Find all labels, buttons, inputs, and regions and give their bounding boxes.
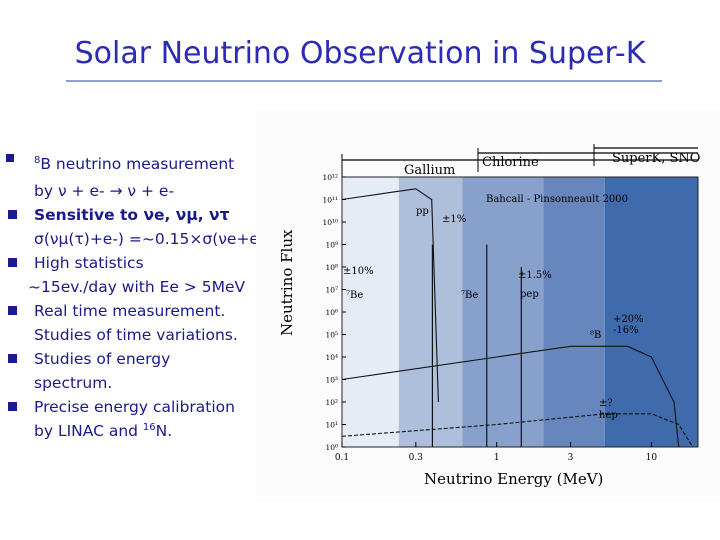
- x-tick-label: 0.1: [335, 453, 349, 463]
- label-pp: pp: [416, 206, 429, 217]
- title-underline: [66, 80, 662, 82]
- superscript-16: 16: [142, 422, 156, 433]
- energy-band-3: [462, 177, 544, 447]
- bullet-list: 8B neutrino measurement by ν + e- → ν + …: [6, 152, 278, 446]
- y-tick-label: 10⁸: [325, 263, 338, 272]
- bullet-5-cont: spectrum.: [8, 371, 278, 395]
- y-tick-label: 10²: [325, 398, 338, 407]
- bullet-marker: [8, 258, 17, 267]
- bullet-6-text: Precise energy calibration: [34, 398, 235, 416]
- bullet-marker: [8, 306, 17, 315]
- y-tick-label: 10¹: [325, 421, 338, 430]
- bullet-marker: [6, 154, 14, 162]
- x-tick-label: 1: [494, 453, 500, 463]
- bullet-3-cont: ~15ev./day with Ee > 5MeV: [8, 275, 278, 299]
- axis-ticks: 0.1 0.3 1 3 10 10⁰ 10¹ 10² 10³ 10⁴ 10⁵ 10⁶ 10⁷ 10⁸ 10⁹…: [322, 173, 657, 463]
- y-tick-label: 10⁶: [325, 308, 338, 317]
- bullet-3-text: High statistics: [34, 254, 144, 272]
- bullet-3: High statistics: [8, 251, 278, 275]
- bullet-1-line2: by ν + e- → ν + e-: [34, 182, 175, 200]
- energy-band-5: [604, 177, 698, 447]
- bullet-6-cont: by LINAC and 16N.: [8, 419, 278, 446]
- y-tick-label: 10¹²: [322, 173, 338, 182]
- bullet-1-cont: by ν + e- → ν + e-: [8, 179, 278, 203]
- y-axis-title: Neutrino Flux: [278, 229, 296, 336]
- bullet-2: Sensitive to νe, νμ, ντ: [8, 203, 278, 227]
- bullet-marker: [8, 402, 17, 411]
- energy-band-2: [398, 177, 463, 447]
- bullet-2-line2: σ(νμ(τ)+e-) =~0.15×σ(νe+e-): [34, 230, 271, 248]
- label-b8-error-minus: -16%: [613, 325, 639, 336]
- spectrum-curves: [341, 188, 694, 448]
- y-tick-label: 10⁷: [325, 286, 338, 295]
- energy-band-1: [342, 177, 399, 447]
- superscript-8: 8: [34, 155, 41, 166]
- bullet-4-cont: Studies of time variations.: [8, 323, 278, 347]
- y-tick-label: 10⁴: [325, 353, 338, 362]
- gallium-label: Gallium: [404, 163, 455, 178]
- bullet-marker: [8, 354, 17, 363]
- bullet-5-text: Studies of energy: [34, 350, 171, 368]
- y-tick-label: 10¹¹: [322, 196, 338, 205]
- threshold-bands: [342, 177, 698, 447]
- slide-title: Solar Neutrino Observation in Super-K: [74, 36, 646, 71]
- label-be7-left: ⁷Be: [346, 290, 363, 301]
- y-tick-label: 10¹⁰: [322, 218, 338, 227]
- curve-8b: [341, 345, 680, 448]
- label-pep: pep: [520, 289, 539, 300]
- x-axis-title: Neutrino Energy (MeV): [424, 470, 603, 488]
- label-hep: hep: [599, 410, 618, 421]
- bullet-5-line2: spectrum.: [34, 374, 113, 392]
- label-pp-error: ±1%: [442, 214, 466, 225]
- bullet-4-text: Real time measurement.: [34, 302, 226, 320]
- model-label: Bahcall - Pinsonneault 2000: [486, 194, 628, 205]
- curve-pp: [341, 188, 439, 403]
- bullet-6-line2-pre: by LINAC and: [34, 422, 143, 440]
- y-tick-label: 10³: [325, 376, 338, 385]
- x-tick-label: 3: [568, 453, 574, 463]
- bullet-2-text: Sensitive to νe, νμ, ντ: [34, 206, 230, 224]
- bullet-6-line2-post: N.: [155, 422, 173, 440]
- superk-sno-label: SuperK, SNO: [612, 151, 700, 166]
- label-be7-error: ±10%: [343, 266, 374, 277]
- bullet-5: Studies of energy: [8, 347, 278, 371]
- x-tick-label: 0.3: [409, 453, 424, 463]
- label-b8-error-plus: +20%: [613, 314, 644, 325]
- x-tick-label: 10: [646, 453, 658, 463]
- chlorine-label: Chlorine: [482, 155, 539, 170]
- bullet-6: Precise energy calibration: [8, 395, 278, 419]
- y-tick-label: 10⁹: [325, 241, 338, 250]
- y-tick-label: 10⁰: [325, 443, 338, 452]
- label-be7-right: ⁷Be: [461, 290, 478, 301]
- bullet-2-cont: σ(νμ(τ)+e-) =~0.15×σ(νe+e-): [8, 227, 278, 251]
- y-tick-label: 10⁵: [325, 331, 338, 340]
- bullet-marker: [8, 210, 17, 219]
- curve-hep: [341, 413, 694, 448]
- solar-neutrino-spectrum-figure: 0.1 0.3 1 3 10 10⁰ 10¹ 10² 10³ 10⁴ 10⁵ 10⁶ 10⁷ 10⁸ 10⁹…: [256, 110, 720, 502]
- bullet-3-line2: ~15ev./day with Ee > 5MeV: [28, 278, 246, 296]
- bullet-4-line2: Studies of time variations.: [34, 326, 238, 344]
- label-hep-error: ±?: [599, 398, 613, 409]
- energy-band-4: [543, 177, 605, 447]
- label-pep-error: ±1.5%: [518, 270, 552, 281]
- bullet-4: Real time measurement.: [8, 299, 278, 323]
- bullet-1-text: B neutrino measurement: [40, 155, 235, 173]
- bullet-1: 8B neutrino measurement: [6, 152, 278, 179]
- label-b8: ⁸B: [590, 330, 601, 341]
